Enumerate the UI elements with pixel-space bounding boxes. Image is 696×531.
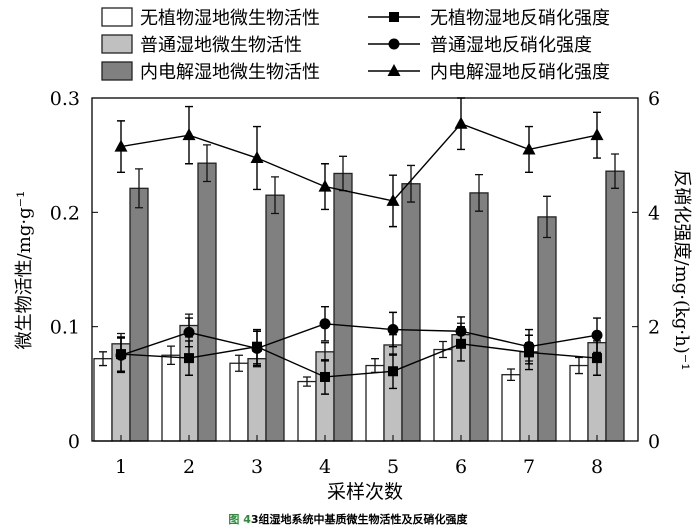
legend-label: 无植物湿地反硝化强度 bbox=[430, 8, 610, 29]
y-tick-label: 0.3 bbox=[50, 88, 80, 110]
legend-swatch bbox=[101, 7, 133, 27]
bar-error-bar bbox=[99, 351, 107, 367]
square-marker bbox=[184, 353, 194, 364]
square-marker bbox=[388, 366, 398, 377]
bar-1-8 bbox=[569, 364, 589, 442]
x-tick-label: 1 bbox=[115, 456, 127, 478]
x-tick-label: 4 bbox=[319, 456, 331, 478]
line-circle bbox=[120, 323, 598, 356]
bar-error-bar bbox=[475, 173, 483, 212]
circle-marker bbox=[183, 326, 195, 338]
caption-text: 3组湿地系统中基质微生物活性及反硝化强度 bbox=[250, 513, 468, 526]
circle-marker bbox=[251, 342, 263, 354]
y-tick-label: 0.2 bbox=[50, 202, 80, 224]
circle-marker bbox=[523, 341, 535, 353]
x-tick-label: 2 bbox=[183, 456, 195, 478]
line-triangle bbox=[120, 122, 598, 202]
legend-circle-marker bbox=[388, 38, 400, 50]
bar-3-3 bbox=[265, 194, 285, 442]
bar-error-bar bbox=[203, 144, 211, 183]
legend-label: 普通湿地反硝化强度 bbox=[430, 35, 592, 56]
legend-triangle-marker bbox=[387, 64, 401, 76]
bar-1-6 bbox=[433, 348, 453, 442]
x-tick-label: 3 bbox=[251, 456, 263, 478]
square-marker bbox=[592, 353, 602, 364]
bar-3-2 bbox=[197, 162, 217, 442]
bar-error-bar bbox=[271, 176, 279, 215]
bar-1-3 bbox=[229, 362, 249, 442]
plot-frame bbox=[91, 97, 639, 442]
circle-marker bbox=[591, 329, 603, 341]
triangle-marker bbox=[590, 128, 604, 141]
bar-3-1 bbox=[129, 187, 149, 442]
bar-error-bar bbox=[303, 376, 311, 387]
y2-tick-label: 4 bbox=[648, 202, 660, 224]
legend-swatch bbox=[101, 61, 133, 81]
legend-label: 无植物湿地微生物活性 bbox=[140, 8, 320, 29]
legend-label: 内电解湿地反硝化强度 bbox=[430, 62, 610, 83]
circle-marker bbox=[319, 318, 331, 330]
x-tick-label: 7 bbox=[523, 456, 535, 478]
figure-caption: 图 43组湿地系统中基质微生物活性及反硝化强度 bbox=[0, 511, 696, 527]
bar-3-6 bbox=[469, 192, 489, 442]
bar-3-8 bbox=[605, 170, 625, 442]
triangle-marker bbox=[182, 128, 196, 141]
bar-1-2 bbox=[161, 354, 181, 442]
circle-marker bbox=[387, 324, 399, 336]
triangle-marker bbox=[318, 179, 332, 192]
bar-1-5 bbox=[365, 364, 385, 442]
triangle-marker bbox=[522, 142, 536, 155]
triangle-marker bbox=[454, 116, 468, 129]
x-tick-label: 5 bbox=[387, 456, 399, 478]
chart: 0 0.1 0.2 0.3 0 2 4 6 1 2 3 4 5 6 7 8 采样次数 微生物活性/mg·g⁻¹ 反硝… bbox=[14, 7, 692, 503]
bar-error-bar bbox=[611, 153, 619, 189]
square-marker bbox=[320, 371, 330, 382]
circle-marker bbox=[455, 325, 467, 337]
y-tick-label: 0.1 bbox=[50, 317, 80, 339]
bar-3-7 bbox=[537, 216, 557, 442]
figure-number: 图 4 bbox=[228, 513, 251, 526]
bar-error-bar bbox=[235, 354, 243, 372]
bar-1-7 bbox=[501, 374, 521, 442]
bar-1-1 bbox=[93, 358, 113, 442]
x-tick-label: 6 bbox=[455, 456, 467, 478]
bar-2-3 bbox=[247, 358, 267, 442]
bar-3-5 bbox=[401, 183, 421, 442]
bar-error-bar bbox=[575, 356, 583, 375]
y-axis-label: 微生物活性/mg·g⁻¹ bbox=[14, 191, 35, 350]
bar-error-bar bbox=[439, 340, 447, 359]
y2-axis-label: 反硝化强度/mg·(kg·h)⁻¹ bbox=[671, 170, 692, 371]
legend-label: 普通湿地微生物活性 bbox=[140, 35, 302, 56]
y2-tick-label: 0 bbox=[648, 431, 660, 453]
triangle-marker bbox=[250, 151, 264, 164]
bar-1-4 bbox=[297, 380, 317, 442]
y2-tick-label: 6 bbox=[648, 88, 660, 110]
legend-label: 内电解湿地微生物活性 bbox=[140, 62, 320, 83]
bar-error-bar bbox=[543, 195, 551, 239]
circle-marker bbox=[115, 349, 127, 361]
triangle-marker bbox=[114, 139, 128, 152]
x-axis-label: 采样次数 bbox=[327, 481, 403, 503]
bar-error-bar bbox=[407, 164, 415, 203]
legend-swatch bbox=[101, 34, 133, 54]
bar-3-4 bbox=[333, 172, 353, 442]
bar-error-bar bbox=[135, 168, 143, 209]
legend-square-marker bbox=[389, 12, 399, 22]
y2-tick-label: 2 bbox=[648, 317, 660, 339]
bar-error-bar bbox=[507, 368, 515, 382]
x-tick-label: 8 bbox=[591, 456, 603, 478]
y-tick-label: 0 bbox=[68, 431, 80, 453]
bar-error-bar bbox=[167, 345, 175, 366]
line-square bbox=[120, 343, 598, 378]
triangle-marker bbox=[386, 193, 400, 206]
